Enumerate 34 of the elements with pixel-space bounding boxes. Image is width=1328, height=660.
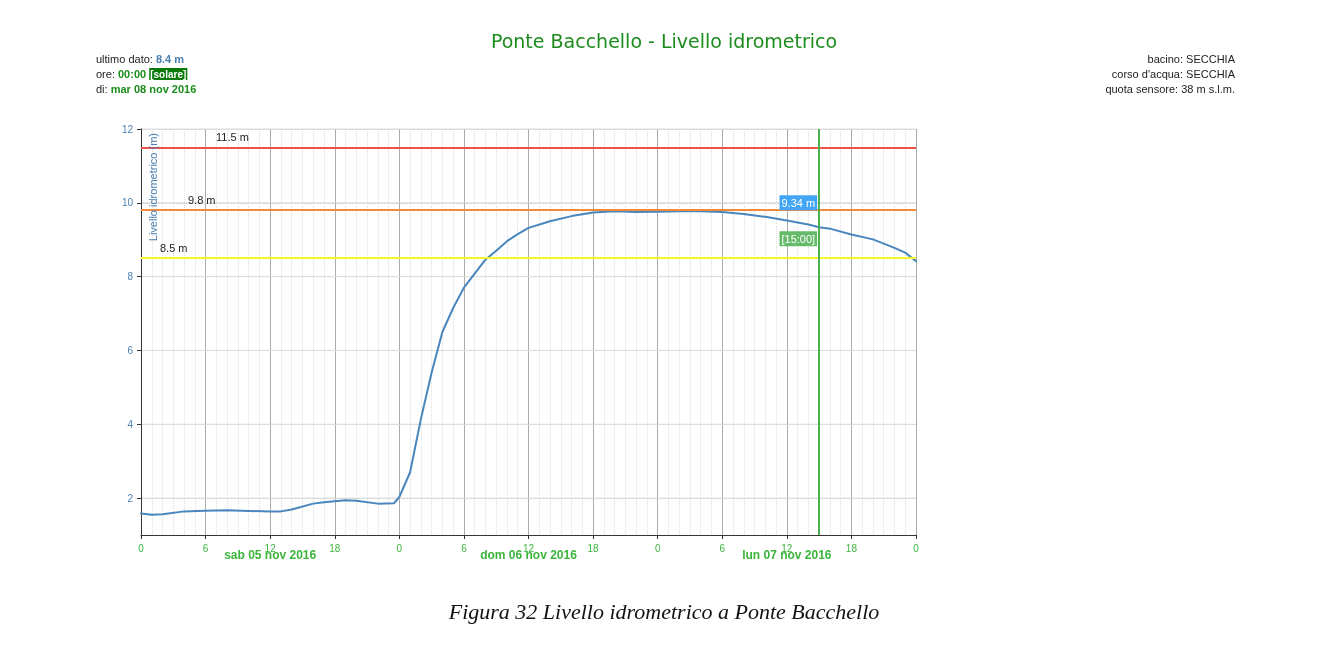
x-tick-label: 6	[202, 542, 209, 554]
ref-line-label: 9.8 m	[188, 193, 216, 206]
x-tick-label: 18	[587, 542, 600, 554]
x-tick-label: 12	[264, 542, 277, 554]
x-tick-label: 18	[845, 542, 858, 554]
annotation: [15:00]	[781, 232, 816, 245]
y-tick-label: 12	[121, 123, 134, 135]
text: di: mar 08 nov 2016	[96, 82, 197, 95]
text: quota sensore: 38 m s.l.m.	[1105, 82, 1235, 95]
y-tick-label: 6	[127, 344, 134, 356]
text: Figura 32 Livello idrometrico a Ponte Bacchello	[447, 598, 880, 624]
y-tick-label: 8	[127, 271, 134, 283]
annotation: 9.34 m	[781, 196, 816, 209]
x-tick-label: 18	[329, 542, 341, 554]
x-tick-label: 0	[913, 542, 920, 554]
x-tick-label: 6	[461, 542, 468, 554]
x-tick-label: 12	[522, 542, 535, 554]
x-tick-label: 0	[654, 542, 661, 554]
x-tick-label: 0	[138, 542, 145, 554]
text: bacino: SECCHIA	[1147, 52, 1236, 65]
text: ultimo dato: 8.4 m	[96, 52, 185, 65]
x-tick-label: 0	[396, 542, 403, 554]
ref-line-label: 8.5 m	[160, 241, 188, 254]
y-tick-label: 10	[121, 197, 134, 209]
y-tick-label: 4	[127, 418, 134, 430]
x-tick-label: 6	[719, 542, 726, 554]
text: corso d'acqua: SECCHIA	[1111, 67, 1236, 80]
y-tick-label: 2	[127, 492, 134, 504]
ref-line-label: 11.5 m	[216, 130, 249, 143]
text: ore: 00:00 [solare]	[96, 68, 187, 80]
x-tick-label: 12	[781, 542, 793, 554]
chart-title: Ponte Bacchello - Livello idrometrico	[490, 29, 838, 52]
line-series	[140, 210, 917, 516]
y-axis-title: Livello idrometrico (m)	[146, 133, 159, 242]
